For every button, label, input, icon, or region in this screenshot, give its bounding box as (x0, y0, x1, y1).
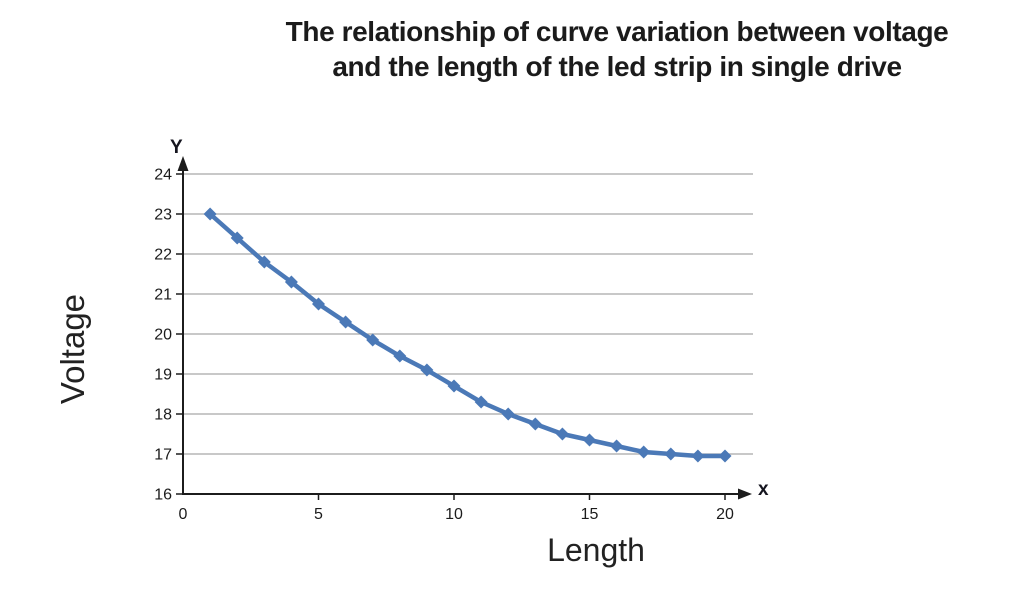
data-point-marker (501, 407, 515, 421)
data-point-marker (664, 447, 678, 461)
data-point-marker (447, 379, 461, 393)
series-line (207, 211, 728, 459)
data-point-marker (583, 433, 596, 447)
data-point-marker (691, 449, 705, 463)
y-axis-arrow-label: Y (170, 137, 183, 158)
data-point-marker (203, 207, 217, 221)
data-point-marker (393, 349, 407, 363)
data-point-marker (528, 417, 542, 431)
y-tick-label: 20 (154, 327, 172, 344)
data-point-marker (257, 255, 271, 269)
data-point-marker (718, 449, 732, 463)
x-tick-label: 10 (445, 506, 463, 523)
data-point-marker (610, 439, 624, 453)
x-axis-title: Length (547, 532, 645, 568)
chart-title: The relationship of curve variation betw… (232, 14, 1002, 84)
y-tick-label: 16 (154, 487, 172, 504)
data-point-marker (366, 333, 380, 347)
y-tick-label: 22 (154, 247, 172, 264)
y-tick-label: 23 (154, 207, 172, 224)
data-point-marker (637, 445, 651, 459)
x-tick-label: 20 (716, 506, 734, 523)
data-point-marker (339, 315, 353, 329)
data-point-marker (555, 427, 569, 441)
data-point-marker (474, 395, 488, 409)
chart-title-line-1: The relationship of curve variation betw… (285, 16, 949, 47)
y-tick-label: 21 (154, 287, 172, 304)
y-tick-label: 24 (154, 167, 172, 184)
x-tick-label: 0 (179, 506, 188, 523)
y-axis-arrowhead (177, 156, 189, 171)
data-point-marker (284, 275, 298, 289)
x-tick-label: 5 (314, 506, 323, 523)
x-axis-arrow-label: x (758, 479, 769, 500)
x-tick-label: 15 (581, 506, 599, 523)
y-tick-label: 18 (154, 407, 172, 424)
data-point-marker (230, 231, 244, 245)
chart-title-line-2: and the length of the led strip in singl… (332, 51, 902, 82)
y-tick-label: 19 (154, 367, 172, 384)
x-axis-arrowhead (738, 488, 752, 500)
data-point-marker (420, 363, 434, 377)
data-point-marker (312, 297, 325, 311)
y-tick-label: 17 (154, 447, 172, 464)
